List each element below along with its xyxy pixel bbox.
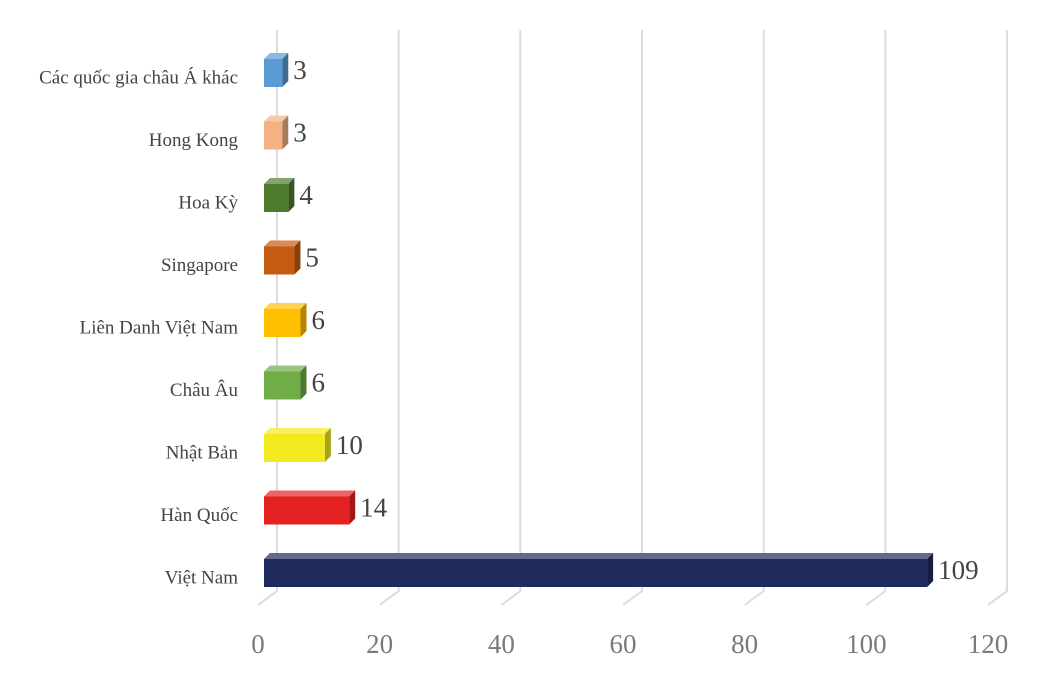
bar-side bbox=[300, 365, 307, 400]
bar-top bbox=[264, 53, 289, 59]
bar-side-shade bbox=[300, 303, 307, 337]
value-label: 3 bbox=[293, 55, 307, 85]
bar-side bbox=[324, 428, 331, 462]
value-label: 6 bbox=[312, 305, 326, 335]
bar-side-shade bbox=[349, 490, 356, 525]
bar-top bbox=[264, 240, 301, 247]
bar-top bbox=[264, 553, 934, 559]
bar-top-shade bbox=[264, 365, 307, 372]
y-tick-label: Châu Âu bbox=[170, 379, 239, 401]
bar-side bbox=[349, 490, 356, 525]
bar bbox=[264, 434, 325, 462]
y-tick-label: Liên Danh Việt Nam bbox=[80, 317, 239, 338]
bar-top-shade bbox=[264, 303, 307, 309]
x-tick-label: 40 bbox=[488, 629, 515, 659]
x-tick-label: 120 bbox=[968, 629, 1009, 659]
bar-side-shade bbox=[288, 178, 295, 212]
bar bbox=[264, 121, 283, 150]
bar-side bbox=[300, 303, 307, 337]
y-tick-label: Singapore bbox=[161, 255, 238, 276]
grid-line bbox=[379, 30, 400, 606]
x-tick-label: 20 bbox=[366, 629, 393, 659]
grid-line bbox=[744, 30, 765, 606]
y-tick-label: Nhật Bản bbox=[166, 442, 239, 463]
bar bbox=[264, 496, 350, 525]
y-tick-label: Các quốc gia châu Á khác bbox=[39, 66, 238, 88]
bar-side bbox=[288, 178, 295, 212]
bar-side bbox=[294, 240, 301, 275]
bar bbox=[264, 246, 295, 275]
y-tick-label: Hàn Quốc bbox=[160, 505, 238, 526]
x-tick-label: 0 bbox=[251, 629, 265, 659]
bar-top bbox=[264, 490, 356, 497]
bar-top bbox=[264, 115, 289, 122]
value-label: 6 bbox=[312, 368, 326, 398]
bar-top-shade bbox=[264, 240, 301, 247]
x-tick-label: 100 bbox=[846, 629, 887, 659]
bar bbox=[264, 371, 301, 400]
bar-side-shade bbox=[294, 240, 301, 275]
bar-side-shade bbox=[282, 115, 289, 150]
bar-top bbox=[264, 178, 295, 184]
grid-line bbox=[622, 30, 643, 606]
value-label: 5 bbox=[305, 243, 319, 273]
grid-line bbox=[987, 30, 1008, 606]
y-tick-label: Việt Nam bbox=[165, 567, 238, 588]
bar-side bbox=[927, 553, 934, 587]
value-label: 4 bbox=[299, 180, 313, 210]
x-tick-label: 80 bbox=[731, 629, 758, 659]
bar-top-shade bbox=[264, 428, 331, 434]
bar-top-shade bbox=[264, 490, 356, 497]
value-label: 10 bbox=[336, 430, 363, 460]
bar-side-shade bbox=[927, 553, 934, 587]
x-tick-label: 60 bbox=[610, 629, 637, 659]
bar bbox=[264, 559, 928, 587]
bar-side-shade bbox=[282, 53, 289, 87]
bar-top-shade bbox=[264, 178, 295, 184]
bar bbox=[264, 309, 301, 337]
bar-top bbox=[264, 303, 307, 309]
value-label: 3 bbox=[293, 118, 307, 148]
y-tick-label: Hong Kong bbox=[149, 130, 239, 151]
bar bbox=[264, 59, 283, 87]
bar-side-shade bbox=[324, 428, 331, 462]
bar-side bbox=[282, 115, 289, 150]
bar-top-shade bbox=[264, 53, 289, 59]
bar-top-shade bbox=[264, 553, 934, 559]
bar-top bbox=[264, 428, 331, 434]
bar-side bbox=[282, 53, 289, 87]
y-tick-label: Hoa Kỳ bbox=[178, 192, 238, 213]
bar-top bbox=[264, 365, 307, 372]
grid-line bbox=[500, 30, 522, 606]
value-label: 109 bbox=[938, 555, 979, 585]
bar-top-shade bbox=[264, 115, 289, 122]
value-label: 14 bbox=[360, 493, 388, 523]
bar bbox=[264, 184, 289, 212]
bar-side-shade bbox=[300, 365, 307, 400]
grid-line bbox=[257, 30, 278, 606]
grid-line bbox=[865, 30, 887, 606]
